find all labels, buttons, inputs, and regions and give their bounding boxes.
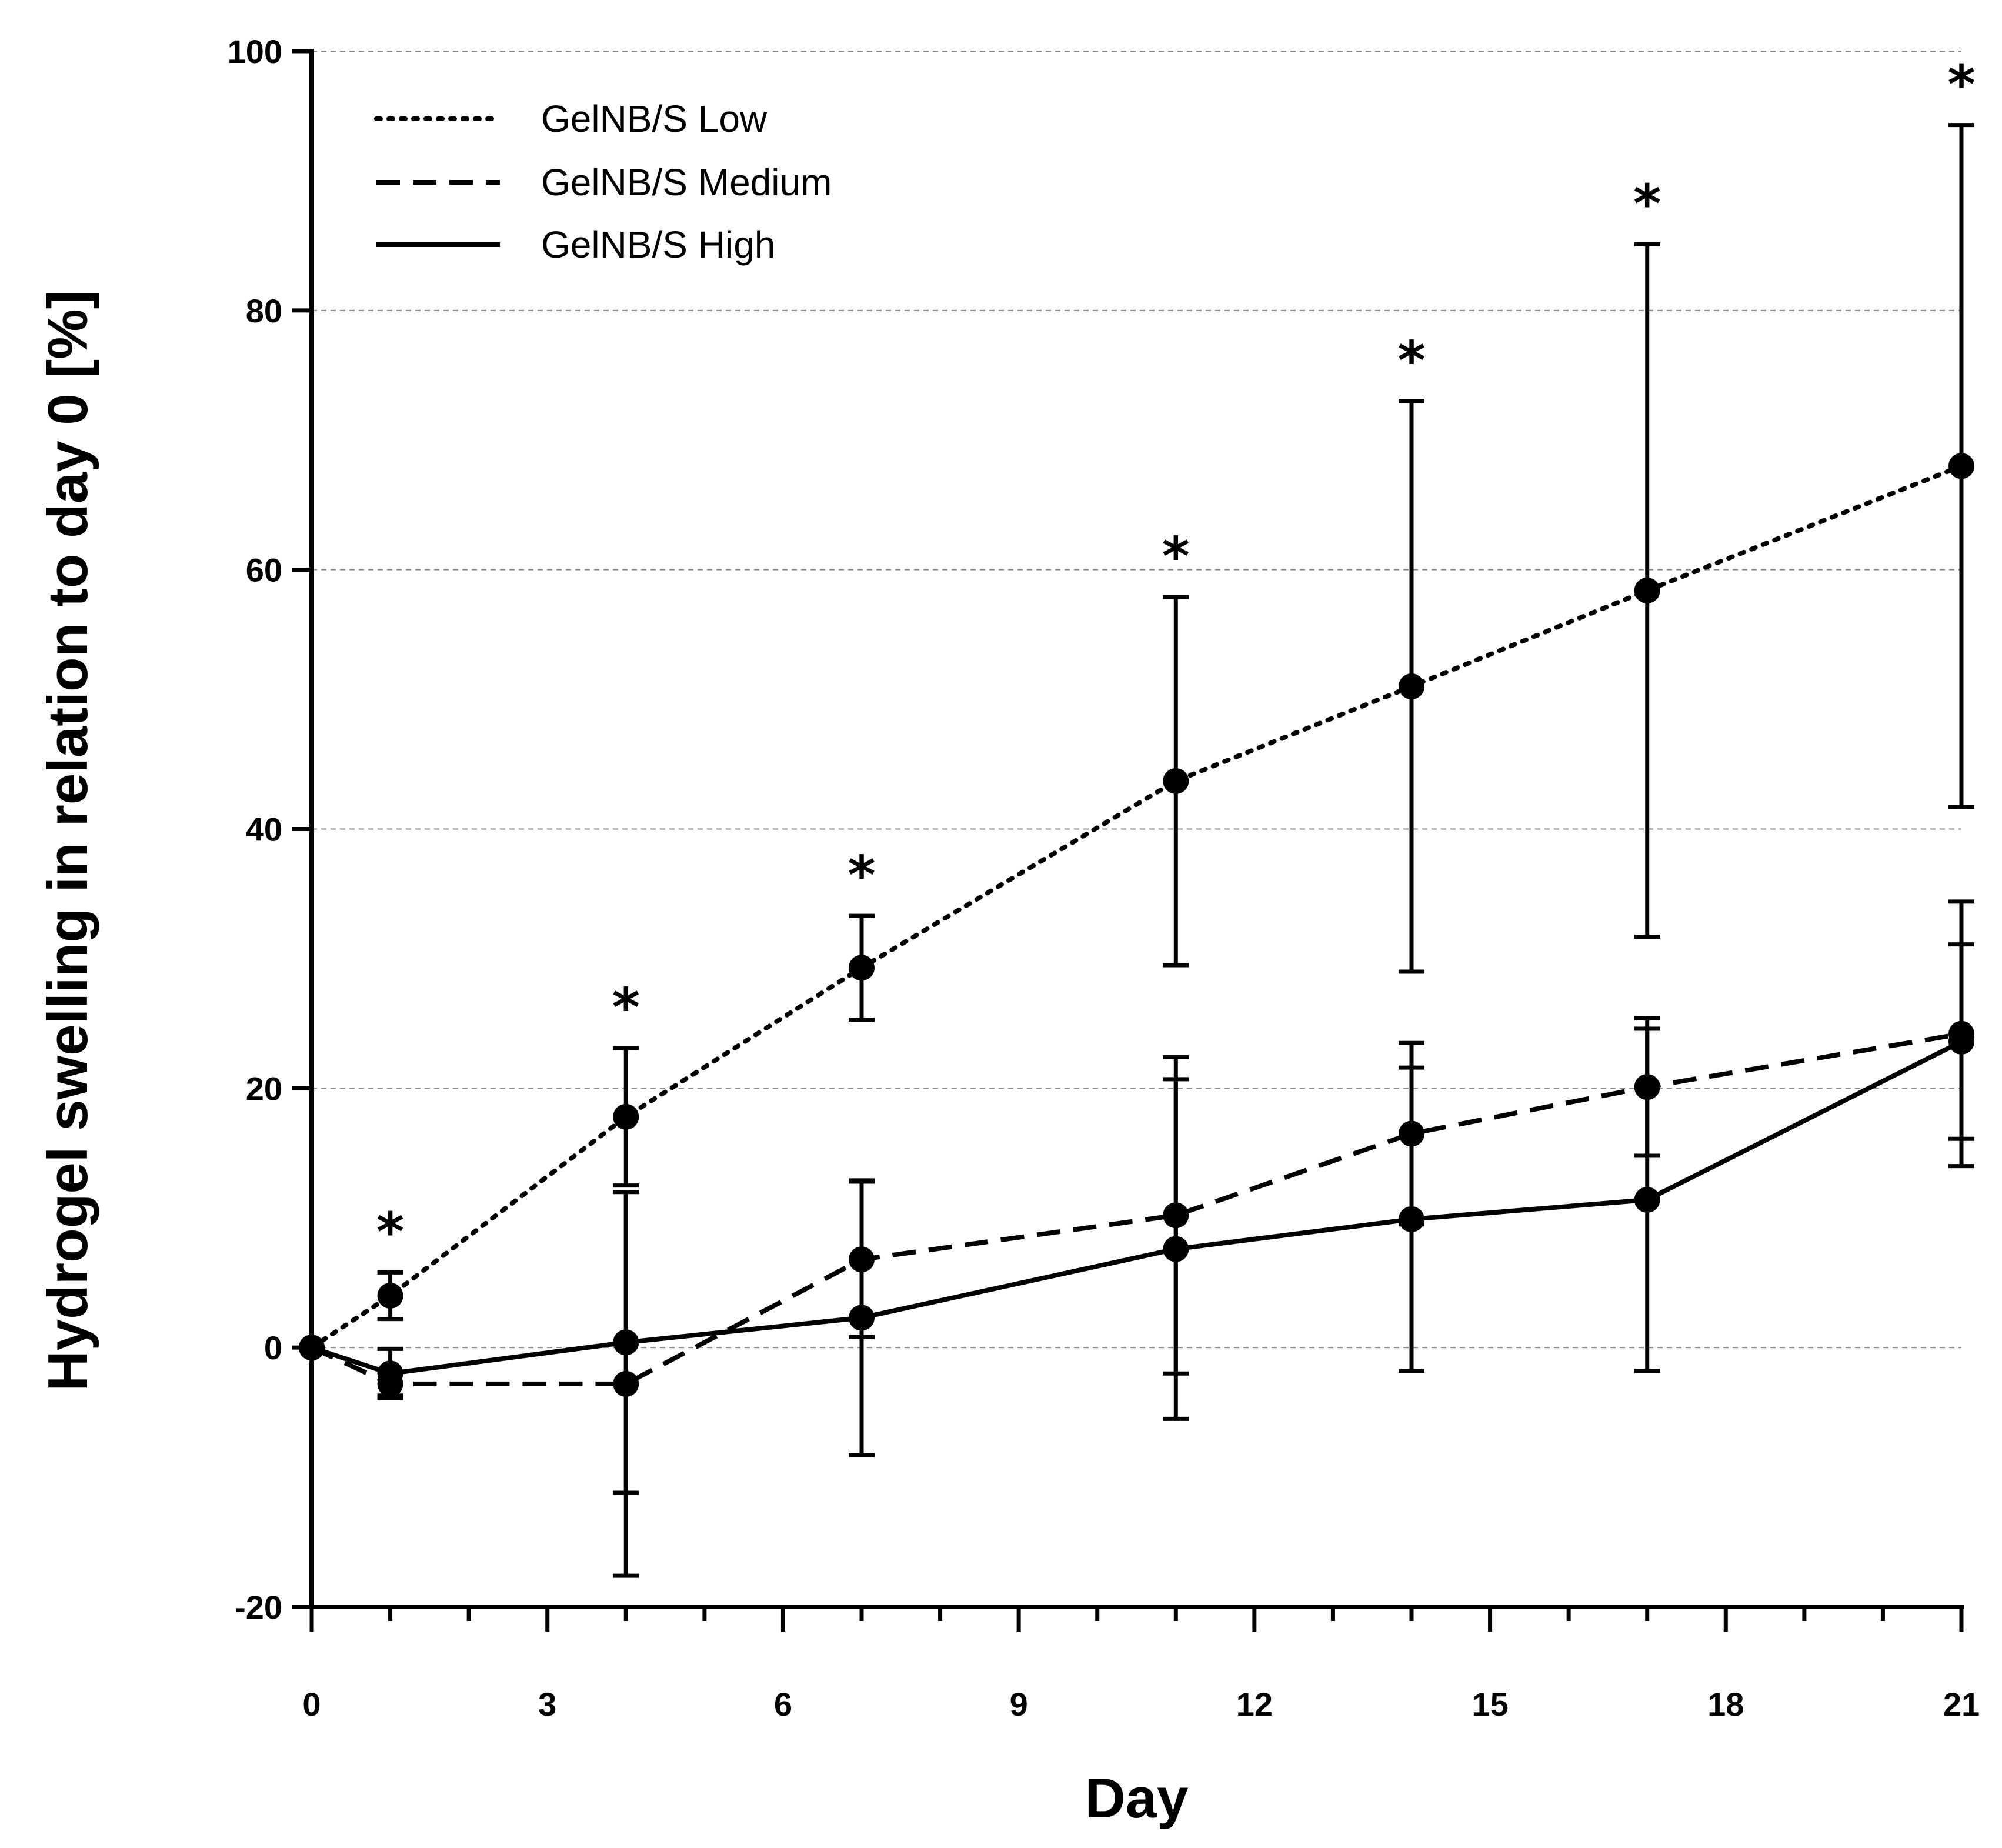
data-point [849, 1305, 875, 1331]
series-solid [299, 942, 1974, 1495]
data-point [1948, 1028, 1974, 1055]
x-tick-label: 12 [1236, 1686, 1273, 1723]
data-point [1163, 768, 1189, 794]
x-axis-title: Day [1085, 1767, 1188, 1830]
y-tick-label: 20 [246, 1070, 282, 1107]
data-point [613, 1329, 639, 1356]
y-axis-title: Hydrogel swelling in relation to day 0 [… [36, 290, 99, 1391]
legend-label: GelNB/S Low [541, 98, 768, 140]
data-point [1399, 673, 1424, 700]
data-series [299, 123, 1974, 1578]
significance-star: * [1162, 526, 1190, 588]
data-point [1634, 577, 1660, 603]
significance-markers: * * * * * * * [376, 54, 1976, 1263]
data-point [299, 1335, 325, 1361]
series-line [311, 1039, 1963, 1376]
y-tick-label: 0 [264, 1329, 282, 1366]
x-tick-label: 15 [1472, 1686, 1508, 1723]
y-tick-label: 60 [246, 552, 282, 589]
legend-label: GelNB/S High [541, 224, 775, 266]
data-point [1163, 1236, 1189, 1262]
series-dashed [299, 899, 1974, 1578]
y-tick-label: 40 [246, 811, 282, 848]
x-tick-label: 0 [302, 1686, 321, 1723]
x-tick-label: 3 [538, 1686, 556, 1723]
data-point [1634, 1186, 1660, 1213]
x-tick-label: 18 [1707, 1686, 1744, 1723]
significance-star: * [612, 977, 640, 1039]
legend: GelNB/S Low GelNB/S Medium GelNB/S High [374, 98, 832, 266]
data-point [613, 1103, 639, 1130]
significance-star: * [1397, 330, 1425, 392]
x-tick-label: 21 [1943, 1686, 1980, 1723]
y-tick-label: 100 [228, 33, 282, 70]
x-tick-label: 6 [774, 1686, 792, 1723]
data-point [377, 1283, 403, 1309]
significance-star: * [376, 1201, 404, 1263]
x-tick-label: 9 [1010, 1686, 1028, 1723]
series-dotted [299, 123, 1974, 1361]
significance-star: * [847, 845, 875, 906]
data-point [1948, 453, 1974, 479]
significance-star: * [1633, 173, 1661, 235]
series-line [309, 463, 1964, 1350]
y-tick-label: -20 [235, 1589, 282, 1626]
grid-lines [312, 51, 1961, 1349]
data-point [849, 955, 875, 981]
y-tick-label: 80 [246, 292, 282, 329]
data-point [1399, 1206, 1424, 1232]
significance-star: * [1947, 54, 1975, 116]
series-line [311, 1031, 1962, 1386]
axes: -20 0 20 40 60 80 100 0 3 6 9 12 15 18 21 [228, 33, 1980, 1723]
legend-label: GelNB/S Medium [541, 161, 832, 204]
data-point [377, 1360, 403, 1387]
